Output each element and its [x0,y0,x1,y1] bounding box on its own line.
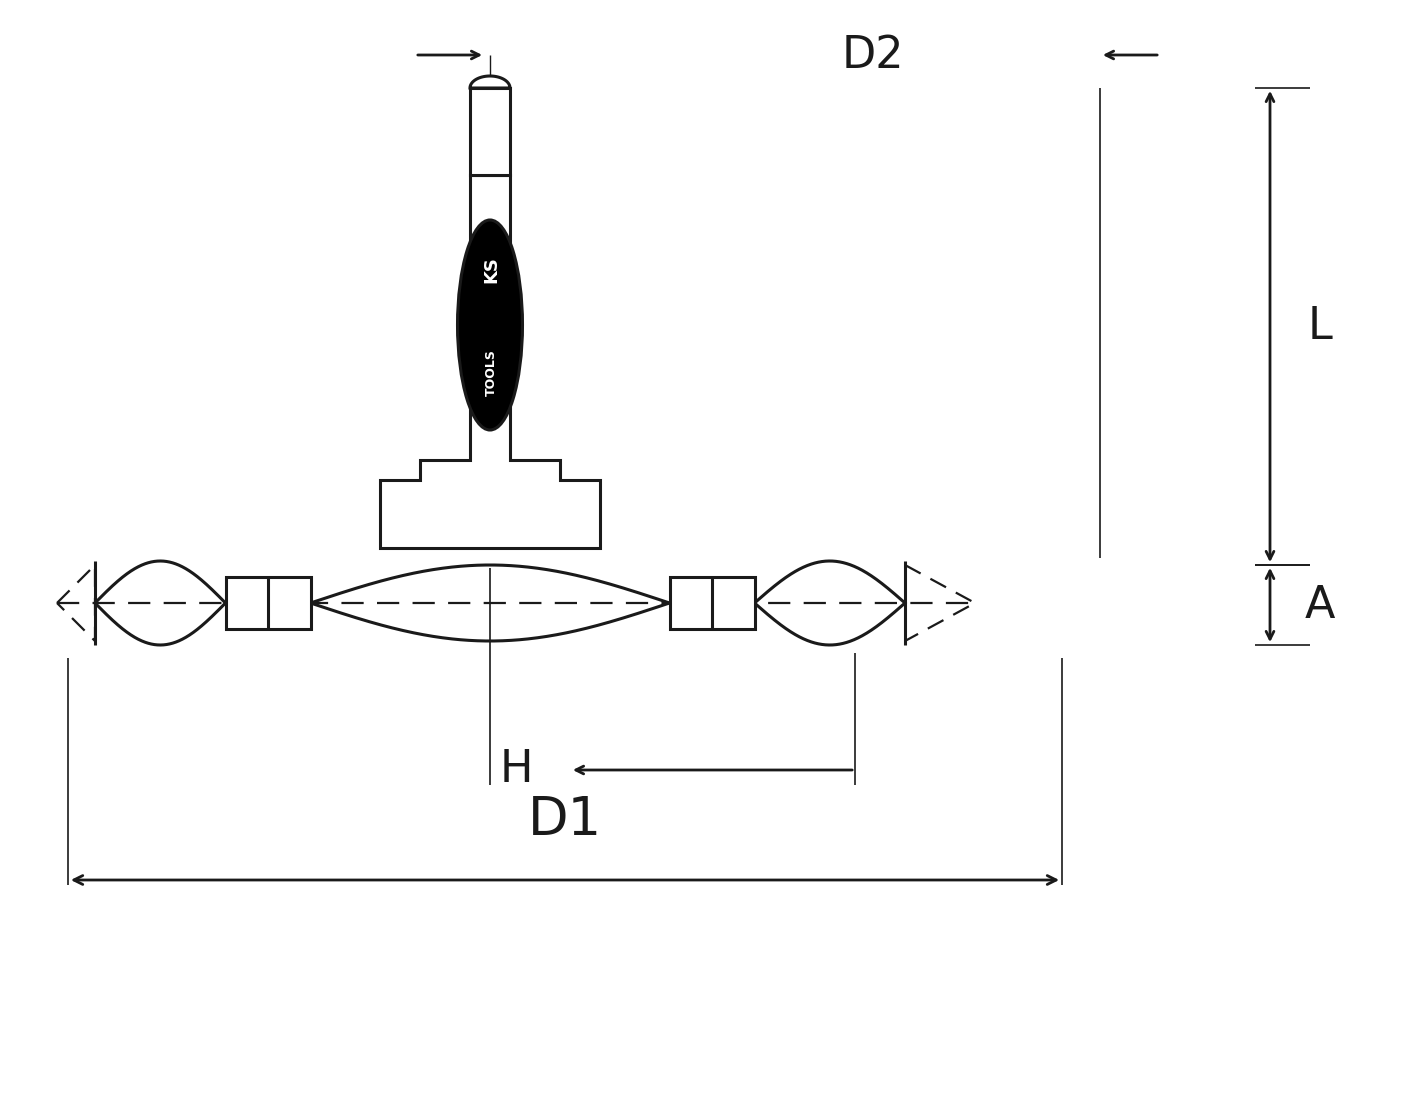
Text: D1: D1 [528,793,602,846]
Polygon shape [470,76,510,88]
Polygon shape [470,88,510,175]
Text: L: L [1308,306,1332,348]
Polygon shape [226,577,311,629]
Text: D2: D2 [841,33,903,77]
Text: KS: KS [481,256,500,284]
Polygon shape [381,175,601,548]
Text: A: A [1305,584,1335,626]
Text: TOOLS: TOOLS [484,349,497,397]
Text: H: H [500,748,534,791]
Ellipse shape [457,220,523,430]
Polygon shape [669,577,754,629]
